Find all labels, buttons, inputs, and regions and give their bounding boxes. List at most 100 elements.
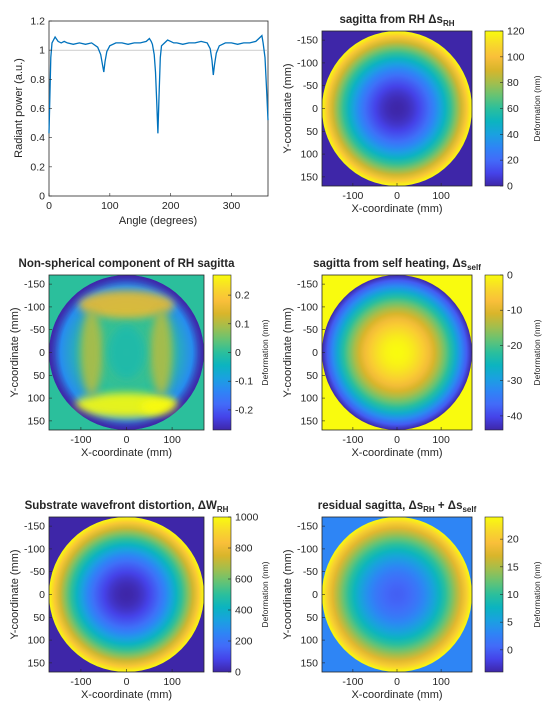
chart-title: Substrate wavefront distortion, ΔWRH	[25, 500, 229, 514]
deformation-lobe	[78, 290, 175, 319]
x-tick-label: 300	[223, 200, 241, 212]
colorbar-tick-label: 0.1	[235, 318, 250, 330]
y-tick-label: -100	[297, 301, 318, 313]
y-tick-label: 50	[306, 612, 318, 624]
colorbar-tick-label: 0	[507, 644, 513, 656]
colorbar-tick-label: 40	[507, 129, 519, 141]
colorbar-tick-label: -20	[507, 340, 522, 352]
colorbar-tick-label: -30	[507, 375, 522, 387]
y-tick-label: -100	[24, 301, 45, 313]
panel-residual: -100 0 100-150-100-50050100150X-coordinate…	[282, 500, 542, 701]
aperture-disk	[322, 517, 472, 672]
series-line-radiant-power	[48, 34, 269, 134]
x-tick-label: 100	[432, 190, 450, 202]
y-tick-label: 0.6	[30, 103, 45, 115]
y-tick-label: 0.4	[30, 132, 45, 144]
x-axis-label: X-coordinate (mm)	[81, 689, 172, 701]
y-tick-label: -150	[24, 279, 45, 291]
aperture-disk	[322, 31, 472, 186]
y-axis-label: Y-coordinate (mm)	[9, 549, 21, 639]
x-axis-label: X-coordinate (mm)	[351, 689, 442, 701]
x-tick-label: -100	[342, 190, 363, 202]
x-tick-label: 0	[394, 676, 400, 688]
y-tick-label: 100	[27, 635, 45, 647]
y-tick-label: 0.2	[30, 161, 45, 173]
y-tick-label: 100	[27, 393, 45, 405]
panel-radiant-power: 0 100 200 300 0 0.2 0.4 0.6 0.8 1 1.2 Angle (degre…	[13, 16, 269, 227]
colorbar-tick-label: 0.2	[235, 290, 250, 302]
y-tick-label: -100	[297, 57, 318, 69]
deformation-lobe	[150, 309, 173, 396]
colorbar-label: Deformation (nm)	[260, 561, 270, 627]
x-tick-label: -100	[70, 434, 91, 446]
y-tick-label: -150	[24, 521, 45, 533]
colorbar-tick-label: -10	[507, 305, 522, 317]
y-axis-label: Y-coordinate (mm)	[9, 307, 21, 397]
x-tick-label: 0	[124, 434, 130, 446]
y-tick-label: -150	[297, 35, 318, 47]
chart-title: sagitta from self heating, Δsself	[313, 258, 481, 272]
y-tick-label: 150	[300, 171, 318, 183]
colorbar	[212, 516, 232, 673]
colorbar-tick-label: 0	[235, 667, 241, 679]
y-axis-label: Radiant power (a.u.)	[13, 58, 25, 158]
y-tick-label: 0	[312, 589, 318, 601]
colorbar-tick-label: 10	[507, 589, 519, 601]
colorbar-tick-label: 0	[507, 270, 513, 282]
y-tick-label: 1	[39, 45, 45, 57]
y-tick-label: 150	[27, 657, 45, 669]
colorbar	[484, 274, 504, 431]
x-tick-label: 100	[101, 200, 119, 212]
x-axis-label: X-coordinate (mm)	[81, 447, 172, 459]
deformation-lobe	[107, 325, 146, 380]
y-tick-label: -150	[297, 521, 318, 533]
colorbar-label: Deformation (nm)	[532, 561, 542, 627]
x-tick-label: 100	[163, 676, 181, 688]
colorbar-tick-label: 20	[507, 534, 519, 546]
x-tick-label: 100	[432, 434, 450, 446]
y-axis-label: Y-coordinate (mm)	[282, 549, 294, 639]
colorbar-tick-label: 5	[507, 617, 513, 629]
x-tick-label: 100	[432, 676, 450, 688]
chart-title: sagitta from RH ΔsRH	[339, 14, 454, 28]
y-tick-label: 150	[300, 657, 318, 669]
y-tick-label: 0	[39, 191, 45, 203]
y-tick-label: -50	[30, 324, 45, 336]
colorbar-tick-label: -0.1	[235, 376, 253, 388]
y-tick-label: 0	[312, 103, 318, 115]
colorbar-tick-label: 800	[235, 543, 253, 555]
colorbar-tick-label: 20	[507, 155, 519, 167]
x-tick-label: -100	[342, 434, 363, 446]
x-tick-label: 0	[394, 434, 400, 446]
colorbar-tick-label: 600	[235, 574, 253, 586]
y-tick-label: 100	[300, 149, 318, 161]
y-tick-label: 50	[33, 612, 45, 624]
y-tick-label: 150	[300, 415, 318, 427]
colorbar-tick-label: 80	[507, 77, 519, 89]
y-tick-label: 0	[39, 347, 45, 359]
x-tick-label: -100	[70, 676, 91, 688]
y-tick-label: -150	[297, 279, 318, 291]
y-axis-label: Y-coordinate (mm)	[282, 63, 294, 153]
colorbar-tick-label: 15	[507, 561, 519, 573]
aperture-disk	[322, 275, 472, 430]
colorbar-tick-label: 0	[507, 181, 513, 193]
colorbar-tick-label: 400	[235, 605, 253, 617]
y-tick-label: -50	[30, 566, 45, 578]
panel-sag_rh: -100 0 100 -150 -100 -50 0 50 100 150 X-coordinate…	[282, 14, 542, 215]
y-axis-label: Y-coordinate (mm)	[282, 307, 294, 397]
aperture-disk	[49, 517, 204, 672]
x-axis-label: Angle (degrees)	[119, 215, 197, 227]
x-tick-label: 200	[162, 200, 180, 212]
colorbar-tick-label: 200	[235, 636, 253, 648]
panel-wavefront: -100 0 100 -150 -100 -50 0 50 100 150 X-coordinate…	[9, 500, 270, 701]
colorbar-label: Deformation (nm)	[532, 319, 542, 385]
y-tick-label: 0.8	[30, 74, 45, 86]
colorbar-tick-label: 1000	[235, 512, 259, 524]
y-tick-label: 100	[300, 635, 318, 647]
y-tick-label: 1.2	[30, 16, 45, 28]
x-tick-label: 0	[46, 200, 52, 212]
x-tick-label: 100	[163, 434, 181, 446]
panel-sag_self: -100 0 100-150-100-50050100150X-coordinate…	[282, 258, 542, 459]
